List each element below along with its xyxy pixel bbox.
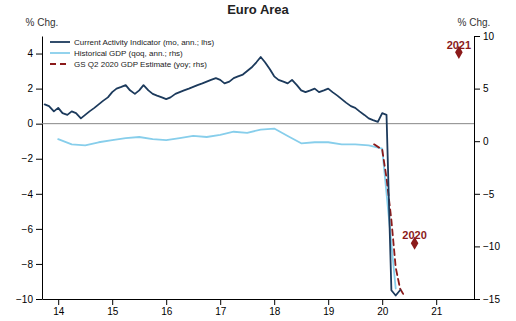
- legend-swatch: [50, 41, 70, 43]
- tick: −6: [22, 224, 42, 235]
- tick-mark: [382, 299, 383, 305]
- tick-mark: [58, 299, 59, 305]
- legend: Current Activity Indicator (mo, ann.; lh…: [50, 38, 214, 69]
- tick-label: 16: [161, 306, 173, 317]
- tick: −5: [474, 189, 495, 200]
- tick-label: −8: [22, 259, 34, 270]
- axis-line: [42, 37, 43, 300]
- tick-mark: [112, 299, 113, 305]
- tick-mark: [36, 194, 42, 195]
- tick: 19: [323, 299, 335, 317]
- zero-line: [42, 123, 474, 124]
- tick: −2: [22, 153, 42, 164]
- annotations: 2020 2021: [402, 39, 471, 241]
- tick: 17: [215, 299, 227, 317]
- series-line: [45, 57, 400, 295]
- tick: −8: [22, 259, 42, 270]
- legend-item: GS Q2 2020 GDP Estimate (yoy; rhs): [50, 60, 207, 69]
- tick-mark: [474, 141, 480, 142]
- legend-swatch: [50, 52, 70, 54]
- tick-label: 5: [483, 83, 489, 94]
- tick-mark: [36, 264, 42, 265]
- tick: 0: [474, 136, 489, 147]
- tick: −10: [474, 241, 500, 252]
- tick-mark: [474, 89, 480, 90]
- y2-axis: −15 −10 −5 0 5 10: [474, 31, 500, 305]
- tick: 15: [107, 299, 119, 317]
- tick: −4: [22, 189, 42, 200]
- tick-label: 0: [483, 136, 489, 147]
- legend-item: Historical GDP (qoq, ann.; rhs): [50, 49, 183, 58]
- tick-label: −4: [22, 189, 34, 200]
- tick-mark: [36, 89, 42, 90]
- tick: 5: [474, 83, 489, 94]
- tick-label: 21: [431, 306, 443, 317]
- tick: 2: [27, 83, 42, 94]
- tick: 10: [474, 31, 495, 42]
- tick: 0: [27, 118, 42, 129]
- title: Euro Area: [227, 2, 289, 17]
- x-axis: 14 15 16 17 18 19 20 21: [43, 299, 475, 317]
- tick: 4: [27, 48, 42, 59]
- legend-label: Historical GDP (qoq, ann.; rhs): [74, 49, 183, 58]
- tick-mark: [274, 299, 275, 305]
- tick-label: 18: [269, 306, 281, 317]
- tick-mark: [436, 299, 437, 305]
- tick: −10: [16, 294, 42, 305]
- tick: 16: [161, 299, 173, 317]
- tick-mark: [474, 246, 480, 247]
- y-axis-label: % Chg.: [26, 17, 59, 28]
- y2-axis-label: % Chg.: [458, 17, 491, 28]
- tick-mark: [474, 299, 480, 300]
- tick: −15: [474, 294, 500, 305]
- tick-label: −2: [22, 153, 34, 164]
- tick-label: 20: [377, 306, 389, 317]
- annotation: 2021: [447, 39, 471, 51]
- tick: 18: [269, 299, 281, 317]
- plot: 1415161718192021−10−8−6−4−2024−15−10−505…: [16, 31, 500, 317]
- tick-label: 14: [53, 306, 65, 317]
- tick-mark: [220, 299, 221, 305]
- tick-mark: [328, 299, 329, 305]
- axis-line: [474, 37, 475, 300]
- tick-mark: [474, 194, 480, 195]
- tick-label: −6: [22, 224, 34, 235]
- chart: 1415161718192021−10−8−6−4−2024−15−10−505…: [0, 0, 516, 321]
- tick: 20: [377, 299, 389, 317]
- tick-mark: [36, 159, 42, 160]
- tick-label: −5: [483, 189, 495, 200]
- tick-mark: [36, 124, 42, 125]
- tick-label: 2: [27, 83, 33, 94]
- tick: 14: [53, 299, 65, 317]
- tick-mark: [36, 299, 42, 300]
- tick-label: 15: [107, 306, 119, 317]
- legend-label: Current Activity Indicator (mo, ann.; lh…: [74, 38, 214, 47]
- legend-label: GS Q2 2020 GDP Estimate (yoy; rhs): [74, 60, 207, 69]
- tick: 21: [431, 299, 443, 317]
- axis-line: [43, 299, 475, 300]
- tick-label: 0: [27, 118, 33, 129]
- legend-swatch: [50, 63, 70, 65]
- tick-mark: [166, 299, 167, 305]
- tick-mark: [36, 54, 42, 55]
- y-axis: −10 −8 −6 −4 −2 0 2 4: [16, 37, 42, 305]
- tick-label: −10: [16, 294, 33, 305]
- tick-label: −10: [483, 241, 500, 252]
- marks: [42, 46, 474, 297]
- series-line: [58, 129, 396, 289]
- tick-label: −15: [483, 294, 500, 305]
- legend-item: Current Activity Indicator (mo, ann.; lh…: [50, 38, 214, 47]
- tick-mark: [36, 229, 42, 230]
- tick-mark: [474, 36, 480, 37]
- tick-label: 10: [483, 31, 495, 42]
- tick-label: 4: [27, 48, 33, 59]
- tick-label: 19: [323, 306, 335, 317]
- tick-label: 17: [215, 306, 227, 317]
- annotation: 2020: [402, 229, 426, 241]
